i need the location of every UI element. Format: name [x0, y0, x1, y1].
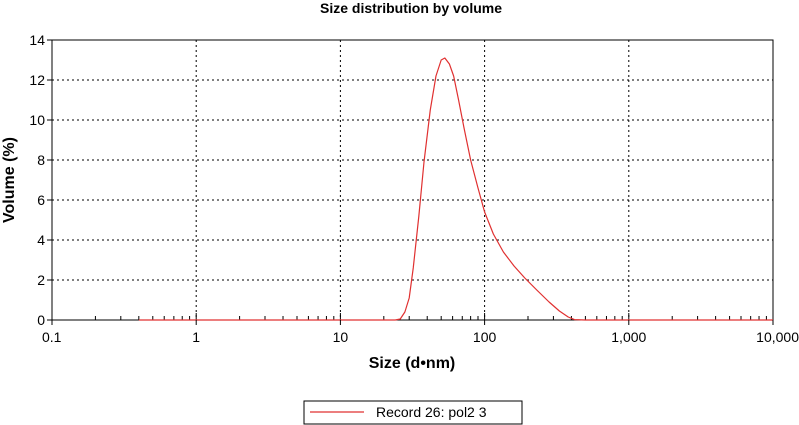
legend-label: Record 26: pol2 3 [376, 404, 487, 420]
legend: Record 26: pol2 3 [303, 400, 523, 425]
plot-frame [51, 39, 774, 321]
plot-area [51, 39, 774, 321]
grid [52, 40, 773, 320]
y-tick-label: 10 [29, 112, 45, 128]
x-tick-label: 100 [473, 329, 497, 345]
y-tick-label: 6 [37, 192, 45, 208]
x-tick-label: 10 [333, 329, 349, 345]
y-tick-label: 8 [37, 152, 45, 168]
minor-ticks [51, 313, 767, 320]
x-tick-label: 10,000 [756, 329, 799, 345]
series-layer [138, 57, 773, 321]
x-tick-label: 1,000 [611, 329, 646, 345]
x-axis-ticks: 0.1 1 10 100 1,000 10,000 [42, 320, 799, 345]
y-tick-label: 12 [29, 72, 45, 88]
y-tick-label: 4 [37, 232, 45, 248]
y-tick-label: 0 [37, 312, 45, 328]
x-tick-label: 1 [192, 329, 200, 345]
legend-box [303, 400, 523, 425]
y-tick-label: 2 [37, 272, 45, 288]
x-tick-label: 0.1 [42, 329, 62, 345]
y-tick-label: 14 [29, 32, 45, 48]
y-axis-label: Volume (%) [1, 137, 18, 223]
y-axis-ticks: 0 2 4 6 8 10 12 14 [29, 32, 52, 328]
series-line [138, 57, 773, 321]
chart-title: Size distribution by volume [320, 0, 502, 16]
x-axis-label: Size (d•nm) [369, 355, 456, 372]
